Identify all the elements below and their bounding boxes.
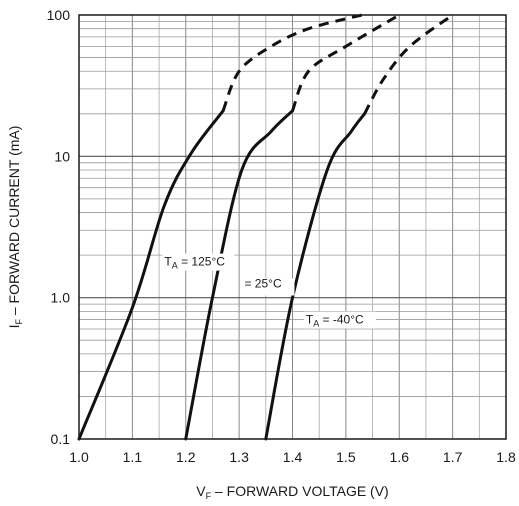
y-axis-label: IF – FORWARD CURRENT (mA)	[6, 126, 24, 329]
label-125c-main: T	[164, 255, 172, 269]
label-125c-sub: A	[172, 261, 178, 271]
y-axis-label-sub: F	[14, 319, 24, 325]
x-tick-labels: 1.0 1.1 1.2 1.3 1.4 1.5 1.6 1.7 1.8	[69, 449, 516, 465]
label-backdrop	[162, 253, 235, 271]
x-tick-label: 1.0	[69, 449, 89, 465]
x-axis-label-sub: F	[206, 491, 212, 501]
label-minus40c: TA = -40°C	[306, 313, 364, 329]
x-axis-label: VF – FORWARD VOLTAGE (V)	[196, 483, 388, 501]
curve-minus40c-dashed	[363, 13, 454, 115]
curve-125c-solid	[77, 109, 225, 441]
label-backdrop	[303, 311, 376, 329]
curve-25c-solid	[184, 109, 294, 441]
x-axis-label-main: V	[196, 483, 206, 499]
curves	[77, 13, 454, 441]
label-minus40c-rest: = -40°C	[319, 313, 364, 327]
grid	[79, 15, 506, 439]
label-backdrop	[242, 278, 295, 296]
label-25c-rest: = 25°C	[244, 276, 281, 290]
y-tick-label: 100	[47, 7, 71, 23]
y-tick-labels: 0.1 1.0 10 100	[47, 7, 71, 447]
label-125c-rest: = 125°C	[178, 255, 225, 269]
y-tick-label: 1.0	[51, 290, 71, 306]
x-tick-label: 1.6	[390, 449, 410, 465]
y-axis-label-main: I	[6, 325, 22, 329]
curve-25c-dashed	[291, 13, 401, 112]
x-tick-label: 1.8	[496, 449, 516, 465]
plot-frame	[78, 14, 507, 440]
y-axis-label-rest: – FORWARD CURRENT (mA)	[6, 126, 22, 319]
label-125c: TA = 125°C	[164, 255, 225, 271]
x-tick-label: 1.3	[229, 449, 249, 465]
label-minus40c-main: T	[306, 313, 314, 327]
y-tick-label: 10	[54, 148, 70, 164]
label-minus40c-sub: A	[313, 319, 319, 329]
curve-minus40c-solid	[264, 112, 367, 441]
y-tick-label: 0.1	[51, 431, 71, 447]
x-axis-label-rest: – FORWARD VOLTAGE (V)	[211, 483, 389, 499]
label-25c: = 25°C	[244, 276, 281, 290]
x-tick-label: 1.2	[176, 449, 196, 465]
x-tick-label: 1.7	[443, 449, 463, 465]
x-tick-label: 1.4	[283, 449, 303, 465]
x-tick-label: 1.5	[336, 449, 356, 465]
curve-125c-dashed	[221, 13, 363, 112]
x-tick-label: 1.1	[123, 449, 143, 465]
